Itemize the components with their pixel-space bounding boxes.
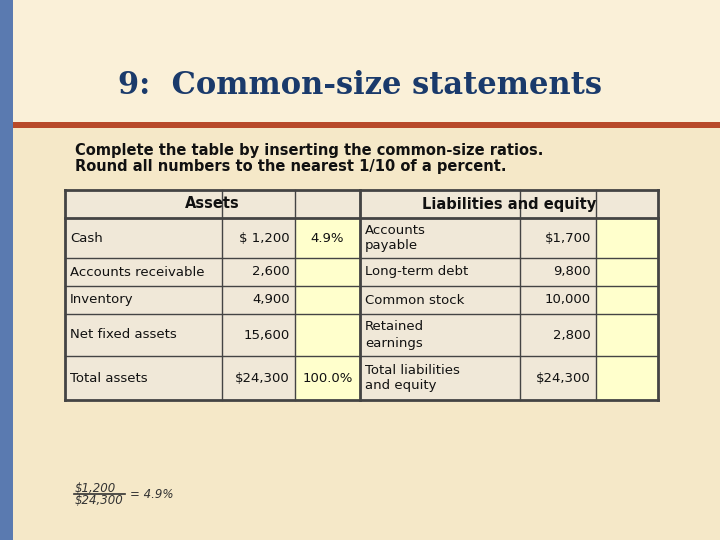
Bar [295, 314, 360, 356]
Text: 9,800: 9,800 [554, 266, 591, 279]
Text: 2,800: 2,800 [553, 328, 591, 341]
Text: Long-term debt: Long-term debt [365, 266, 468, 279]
Text: 9:  Common-size statements: 9: Common-size statements [118, 70, 602, 100]
Bar [596, 218, 658, 258]
Text: Common stock: Common stock [365, 294, 464, 307]
Bar [13, 122, 720, 128]
Bar [0, 0, 720, 125]
Text: = 4.9%: = 4.9% [130, 489, 174, 502]
Text: 15,600: 15,600 [244, 328, 290, 341]
Bar [596, 314, 658, 356]
Bar [65, 190, 658, 400]
Text: $24,300: $24,300 [536, 372, 591, 384]
Text: Assets: Assets [185, 197, 240, 212]
Text: Total liabilities
and equity: Total liabilities and equity [365, 363, 460, 393]
Text: Cash: Cash [70, 232, 103, 245]
Text: Complete the table by inserting the common-size ratios.: Complete the table by inserting the comm… [75, 143, 544, 158]
Bar [295, 218, 360, 258]
Bar [596, 258, 658, 286]
Text: Net fixed assets: Net fixed assets [70, 328, 176, 341]
Bar [295, 356, 360, 400]
Text: 100.0%: 100.0% [302, 372, 353, 384]
Bar [295, 258, 360, 286]
Text: 2,600: 2,600 [252, 266, 290, 279]
Text: $ 1,200: $ 1,200 [239, 232, 290, 245]
Bar [0, 0, 13, 540]
Text: $1,700: $1,700 [544, 232, 591, 245]
Text: Retained
earnings: Retained earnings [365, 321, 424, 349]
Bar [596, 286, 658, 314]
Text: Accounts
payable: Accounts payable [365, 224, 426, 253]
Text: Round all numbers to the nearest 1/10 of a percent.: Round all numbers to the nearest 1/10 of… [75, 159, 506, 174]
Text: 10,000: 10,000 [545, 294, 591, 307]
Bar [295, 286, 360, 314]
Text: 4,900: 4,900 [253, 294, 290, 307]
Text: Total assets: Total assets [70, 372, 148, 384]
Bar [596, 356, 658, 400]
Text: Inventory: Inventory [70, 294, 134, 307]
Text: 4.9%: 4.9% [311, 232, 344, 245]
Text: Accounts receivable: Accounts receivable [70, 266, 204, 279]
Text: $1,200: $1,200 [75, 482, 116, 495]
Text: $24,300: $24,300 [75, 495, 124, 508]
Text: Liabilities and equity: Liabilities and equity [422, 197, 596, 212]
Text: $24,300: $24,300 [235, 372, 290, 384]
